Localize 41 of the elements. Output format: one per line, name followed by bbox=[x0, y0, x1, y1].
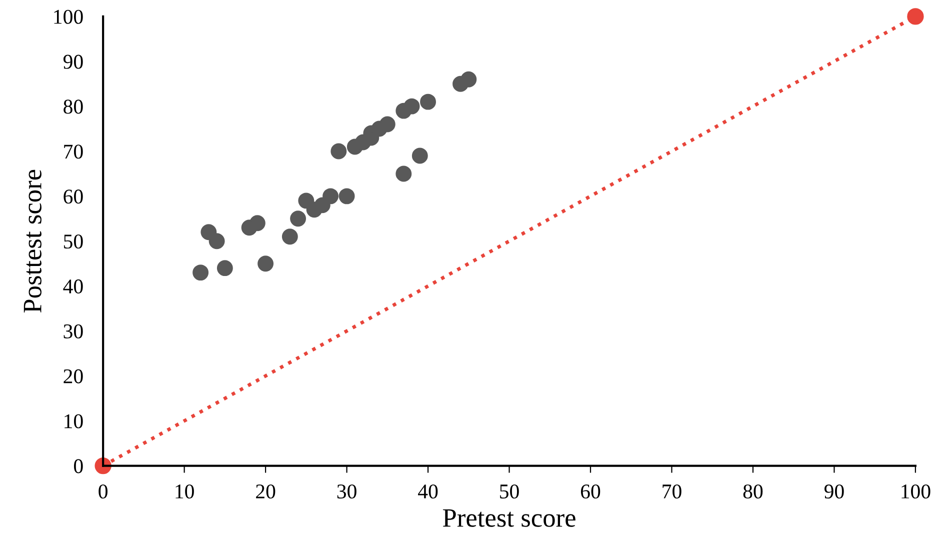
y-tick-label: 90 bbox=[63, 54, 83, 69]
x-tick-label: 70 bbox=[662, 484, 682, 499]
x-tick-label: 30 bbox=[337, 484, 356, 499]
x-tick-label: 10 bbox=[176, 484, 194, 499]
point bbox=[192, 264, 209, 281]
point bbox=[379, 116, 396, 132]
point bbox=[460, 71, 477, 88]
y-tick-label: 80 bbox=[64, 100, 83, 114]
x-axis-title: Pretest score bbox=[442, 509, 576, 527]
x-tick-label: 0 bbox=[98, 484, 108, 499]
y-tick-label: 0 bbox=[74, 459, 83, 474]
point bbox=[208, 233, 225, 250]
y-tick-label: 30 bbox=[64, 324, 83, 338]
y-axis-title: Posttest score bbox=[24, 170, 42, 313]
x-tick-label: 90 bbox=[824, 484, 844, 499]
point bbox=[249, 215, 266, 232]
point bbox=[282, 228, 298, 245]
point bbox=[420, 94, 436, 110]
point bbox=[290, 210, 306, 227]
x-tick-label: 100 bbox=[902, 484, 930, 499]
point bbox=[258, 256, 274, 272]
point bbox=[338, 188, 355, 204]
point bbox=[322, 188, 339, 204]
point bbox=[907, 8, 924, 25]
x-tick-label: 50 bbox=[500, 484, 519, 499]
x-tick-label: 80 bbox=[743, 484, 763, 499]
y-tick-label: 60 bbox=[64, 190, 83, 204]
y-tick-label: 70 bbox=[64, 144, 83, 159]
x-tick-label: 20 bbox=[256, 484, 276, 499]
point bbox=[404, 98, 420, 114]
y-tick-label: 20 bbox=[64, 369, 83, 384]
x-tick-label: 60 bbox=[580, 484, 600, 499]
point bbox=[330, 143, 347, 160]
point bbox=[412, 148, 428, 164]
y-tick-label: 100 bbox=[54, 10, 83, 24]
x-tick-label: 40 bbox=[418, 484, 438, 499]
point bbox=[396, 166, 412, 182]
y-tick-label: 10 bbox=[64, 414, 83, 428]
point bbox=[216, 260, 233, 276]
y-tick-label: 40 bbox=[63, 279, 83, 294]
y-tick-label: 50 bbox=[64, 234, 83, 249]
